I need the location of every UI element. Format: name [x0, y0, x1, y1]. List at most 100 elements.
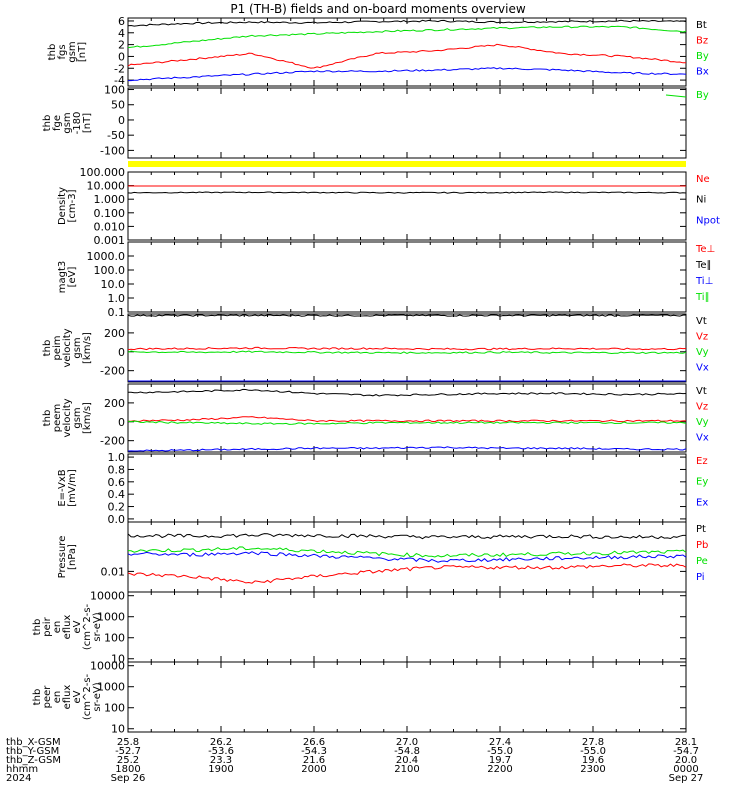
- y-axis-label: eV: [72, 690, 83, 703]
- y-tick-label: 0: [118, 346, 125, 359]
- y-axis-label: [mV/m]: [67, 469, 78, 507]
- legend-entry: Npot: [696, 215, 720, 226]
- footer-value: 25.8: [117, 737, 139, 748]
- y-axis-label: thb: [42, 340, 53, 357]
- series-line-Pb: [127, 563, 687, 584]
- y-tick-label: 10: [111, 723, 125, 736]
- panel-frame: [127, 171, 687, 241]
- footer-value: 26.2: [210, 737, 232, 748]
- footer-value: 2200: [487, 764, 512, 775]
- y-tick-label: -100: [100, 144, 125, 157]
- y-tick-label: 0: [118, 114, 125, 127]
- legend-entry: Te∥: [695, 260, 712, 271]
- legend-entry: Ne: [696, 174, 710, 185]
- y-axis-label: -180: [72, 112, 83, 135]
- y-axis-label: peir: [42, 616, 53, 636]
- footer-value: 19.6: [582, 755, 604, 766]
- footer-row-label: 2024: [6, 773, 31, 784]
- y-tick-label: 1000: [97, 681, 125, 694]
- footer-value: -54.7: [673, 746, 699, 757]
- y-tick-label: -50: [107, 129, 125, 142]
- y-tick-label: 0.01: [101, 565, 126, 578]
- series-line-Pi: [127, 551, 687, 563]
- y-tick-label: 1000: [97, 611, 125, 624]
- series-line-Vt: [128, 388, 687, 397]
- footer-value: 0000: [673, 764, 698, 775]
- y-tick-label: 0.001: [94, 234, 126, 247]
- panel-8: 0.01 Pressure [nPa] Pt Pb Pe Pi: [57, 521, 708, 593]
- panel-frame: [127, 241, 687, 313]
- legend-entry: Ez: [696, 456, 708, 467]
- y-tick-label: 0: [118, 416, 125, 429]
- y-tick-label: 100.000: [80, 166, 126, 179]
- y-tick-label: 0.6: [108, 476, 126, 489]
- y-tick-label: 1000.0: [87, 250, 126, 263]
- y-axis-label: gsm: [72, 337, 83, 358]
- y-tick-label: -2: [114, 62, 125, 75]
- y-tick-label: 1.000: [94, 193, 126, 206]
- legend-entry: Vx: [696, 433, 709, 444]
- footer-value: -55.0: [487, 746, 513, 757]
- panel-6: 200 0 -200 thb peem velocity gsm [km/s] Vt Vz Vy Vx: [42, 383, 709, 453]
- y-axis-label: thb: [32, 689, 43, 706]
- footer-value: 1900: [208, 764, 233, 775]
- footer-value: 25.2: [117, 755, 139, 766]
- footer-date: Sep 27: [669, 773, 704, 784]
- legend-entry: Vy: [696, 347, 709, 358]
- series-line-Pt: [127, 533, 686, 540]
- legend-entry: By: [696, 90, 709, 101]
- legend-entry: Pb: [696, 540, 708, 551]
- legend-entry: Ex: [696, 497, 708, 508]
- footer-value: 23.3: [210, 755, 232, 766]
- y-axis-label: en: [52, 621, 63, 634]
- y-axis-label: peer: [42, 685, 53, 709]
- footer-date: Sep 26: [111, 773, 146, 784]
- series-line-Bz: [127, 43, 687, 69]
- y-axis-label: [eV]: [67, 267, 78, 288]
- y-tick-label: 4: [118, 27, 125, 40]
- y-tick-label: 6: [118, 15, 125, 28]
- series-line-Ni: [127, 191, 687, 194]
- footer-value: 2100: [394, 764, 419, 775]
- legend-entry: Ni: [696, 195, 706, 206]
- y-tick-label: 0.1: [108, 306, 126, 319]
- series-line-Pe: [127, 546, 687, 558]
- legend-entry: Pe: [696, 556, 708, 567]
- y-axis-label: peim: [52, 335, 63, 360]
- y-tick-label: 1.0: [108, 292, 126, 305]
- series-line-By-fragment: [665, 94, 687, 98]
- legend-entry: Vz: [696, 402, 708, 413]
- y-axis-label: Pressure: [57, 536, 68, 579]
- y-tick-label: 10000: [90, 660, 125, 673]
- y-axis-label: (cm^2-s-: [82, 603, 93, 650]
- series-line-Vy: [127, 350, 687, 355]
- panel-2: 100 50 0 -50 -100 thb fge gsm -180 [nT] By: [42, 84, 709, 159]
- y-axis-label: velocity: [62, 398, 73, 437]
- y-tick-label: 10.000: [87, 180, 126, 193]
- y-axis-label: fge: [52, 115, 63, 131]
- y-axis-label: [nT]: [82, 113, 93, 133]
- series-line-Vx: [127, 446, 687, 452]
- series-line-Vz: [127, 346, 687, 351]
- panel-10: 10000 1000 100 10 thb peer en eflux eV (cm^2-s-sr…: [32, 660, 687, 736]
- y-tick-label: 0.4: [108, 488, 126, 501]
- y-axis-label: thb: [42, 410, 53, 427]
- footer-row-label: thb_Y-GSM: [6, 746, 59, 757]
- footer-value: -54.8: [394, 746, 420, 757]
- panel-frame: [127, 521, 687, 593]
- series-line-Bx: [128, 67, 687, 82]
- series-line-Vt: [127, 314, 687, 317]
- legend-entry: Vx: [696, 363, 709, 374]
- footer-value: 19.7: [489, 755, 511, 766]
- panel-frame: [127, 453, 687, 523]
- legend-entry: Ti∥: [695, 292, 710, 303]
- legend-entry: Vt: [696, 386, 707, 397]
- y-axis-label: Density: [57, 187, 68, 225]
- footer-value: 20.0: [675, 755, 697, 766]
- chart-title: P1 (TH-B) fields and on-board moments ov…: [230, 2, 526, 16]
- y-tick-label: 10.0: [101, 278, 126, 291]
- panel-frame: [127, 661, 687, 733]
